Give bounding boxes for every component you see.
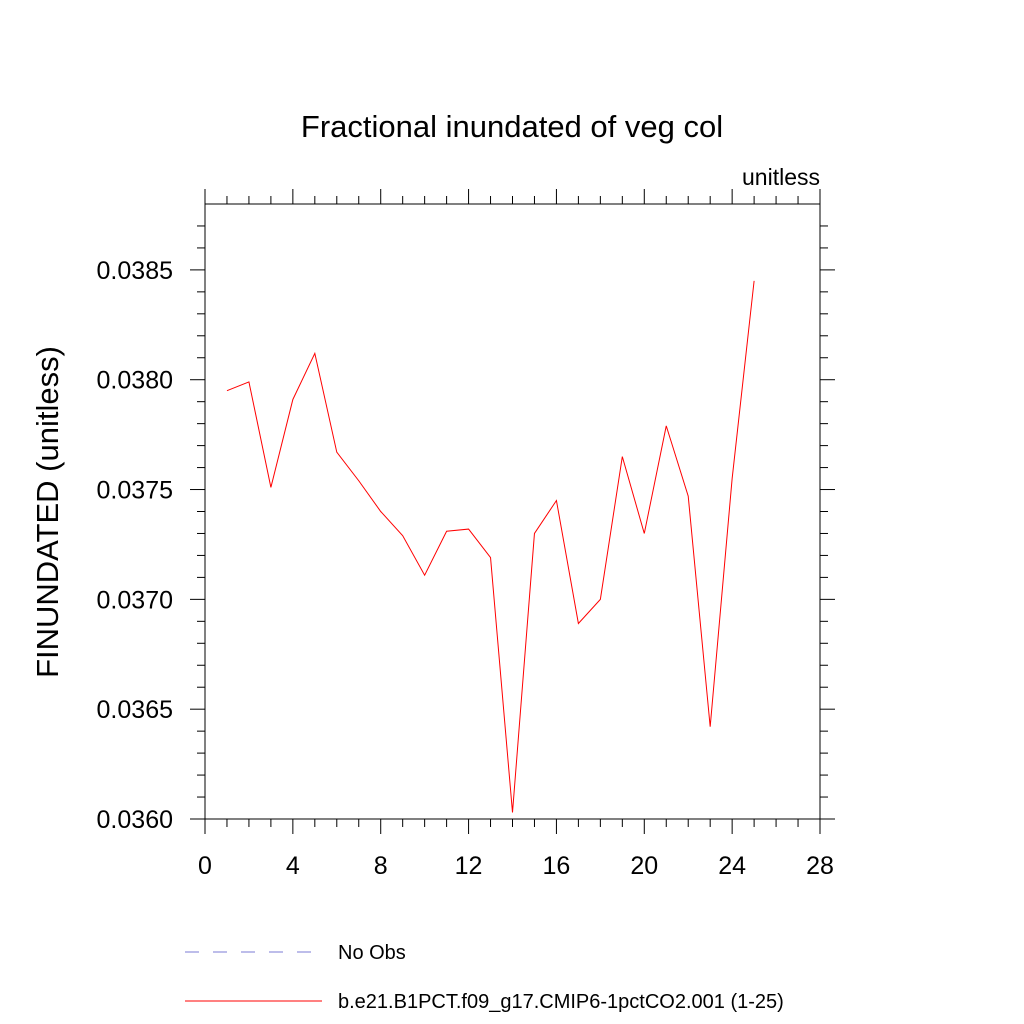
y-tick-label-5: 0.0385 — [97, 257, 173, 285]
x-tick-label-4: 16 — [543, 852, 571, 880]
x-tick-label-0: 0 — [198, 852, 212, 880]
y-tick-label-0: 0.0360 — [97, 806, 173, 834]
x-tick-label-7: 28 — [806, 852, 834, 880]
tick-labels: 0 4 8 12 16 20 24 28 0.0360 0.0365 0.0370 0.0375 0.0… — [97, 257, 834, 880]
legend-label-no-obs: No Obs — [338, 942, 406, 964]
x-tick-label-6: 24 — [718, 852, 746, 880]
plot-frame — [204, 203, 821, 820]
x-tick-label-3: 12 — [455, 852, 483, 880]
x-tick-label-2: 8 — [374, 852, 388, 880]
ticks — [190, 189, 835, 834]
legend: No Obs b.e21.B1PCT.f09_g17.CMIP6-1pctCO2… — [185, 942, 784, 1013]
x-tick-label-5: 20 — [630, 852, 658, 880]
y-tick-label-2: 0.0370 — [97, 586, 173, 614]
chart-title: Fractional inundated of veg col — [301, 109, 723, 144]
x-tick-label-1: 4 — [286, 852, 300, 880]
series-line-1 — [226, 280, 755, 813]
units-label: unitless — [742, 164, 820, 190]
y-axis-label: FINUNDATED (unitless) — [30, 346, 65, 678]
y-tick-label-3: 0.0375 — [97, 477, 173, 505]
legend-label-model: b.e21.B1PCT.f09_g17.CMIP6-1pctCO2.001 (1… — [338, 991, 784, 1013]
y-tick-label-1: 0.0365 — [97, 696, 173, 724]
y-tick-label-4: 0.0380 — [97, 367, 173, 395]
series-lines — [226, 280, 755, 813]
